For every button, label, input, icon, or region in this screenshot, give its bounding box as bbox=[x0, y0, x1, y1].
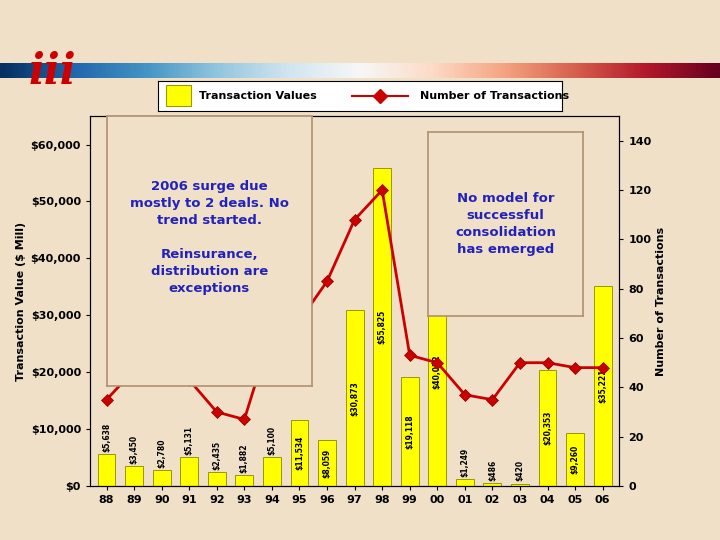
Bar bbox=[153, 470, 171, 486]
Text: $3,450: $3,450 bbox=[130, 435, 138, 464]
Bar bbox=[290, 420, 308, 486]
Bar bbox=[208, 472, 226, 486]
Text: $11,534: $11,534 bbox=[295, 436, 304, 470]
Bar bbox=[456, 479, 474, 486]
Text: $1,882: $1,882 bbox=[240, 443, 249, 473]
Bar bbox=[166, 85, 191, 106]
Text: $5,638: $5,638 bbox=[102, 422, 111, 451]
Bar bbox=[318, 440, 336, 486]
Text: Transaction Values: Transaction Values bbox=[199, 91, 317, 101]
Bar bbox=[401, 377, 419, 486]
Text: $5,100: $5,100 bbox=[267, 426, 276, 455]
Text: $20,353: $20,353 bbox=[543, 411, 552, 446]
Text: $5,131: $5,131 bbox=[185, 426, 194, 455]
Bar bbox=[98, 454, 115, 486]
Y-axis label: Number of Transactions: Number of Transactions bbox=[656, 226, 666, 376]
Bar bbox=[373, 168, 391, 486]
Y-axis label: Transaction Value ($ Mill): Transaction Value ($ Mill) bbox=[17, 221, 27, 381]
Bar bbox=[263, 457, 281, 486]
Text: $1,249: $1,249 bbox=[460, 447, 469, 477]
Bar bbox=[125, 467, 143, 486]
Text: $30,873: $30,873 bbox=[350, 381, 359, 415]
Bar bbox=[511, 484, 529, 486]
Bar bbox=[594, 286, 611, 486]
Bar bbox=[483, 483, 501, 486]
Bar bbox=[539, 370, 557, 486]
Text: Number of Transactions: Number of Transactions bbox=[420, 91, 570, 101]
Text: $2,435: $2,435 bbox=[212, 441, 221, 470]
Text: $35,221: $35,221 bbox=[598, 369, 607, 403]
Bar bbox=[428, 258, 446, 486]
Bar bbox=[566, 433, 584, 486]
Text: $40,032: $40,032 bbox=[433, 355, 442, 389]
Text: 2006 surge due
mostly to 2 deals. No
trend started.

Reinsurance,
distribution a: 2006 surge due mostly to 2 deals. No tre… bbox=[130, 180, 289, 295]
Text: iii: iii bbox=[29, 51, 76, 93]
Text: $486: $486 bbox=[488, 460, 497, 481]
Text: $420: $420 bbox=[516, 460, 524, 481]
Text: $2,780: $2,780 bbox=[157, 438, 166, 468]
Bar bbox=[180, 457, 198, 486]
Bar bbox=[235, 475, 253, 486]
Text: No model for
successful
consolidation
has emerged: No model for successful consolidation ha… bbox=[455, 192, 557, 256]
Text: $8,059: $8,059 bbox=[323, 448, 331, 478]
Bar bbox=[346, 310, 364, 486]
Text: $55,825: $55,825 bbox=[378, 310, 387, 345]
Text: $9,260: $9,260 bbox=[571, 445, 580, 474]
Text: $19,118: $19,118 bbox=[405, 414, 414, 449]
